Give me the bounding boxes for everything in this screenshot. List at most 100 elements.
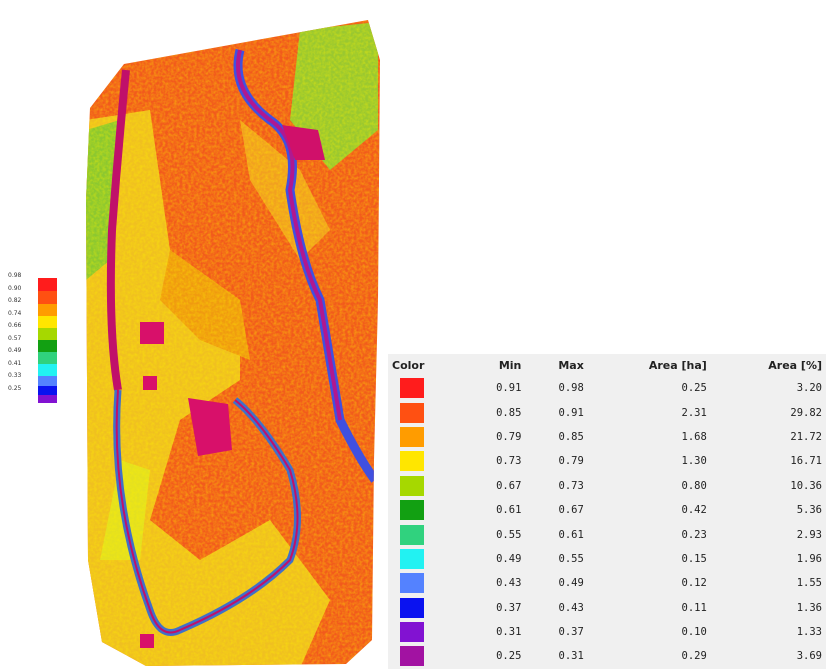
column-header: Max — [525, 354, 587, 376]
color-swatch — [400, 476, 424, 496]
cell-area-pct: 1.36 — [711, 596, 826, 620]
map-body — [80, 15, 386, 668]
cell-min: 0.67 — [463, 474, 525, 498]
legend-label: 0.49 — [8, 347, 21, 355]
color-cell — [388, 547, 463, 571]
cell-area-ha: 0.15 — [588, 547, 711, 571]
cell-max: 0.98 — [525, 376, 587, 400]
color-cell — [388, 522, 463, 546]
column-header: Area [%] — [711, 354, 826, 376]
color-cell — [388, 498, 463, 522]
cell-area-ha: 0.10 — [588, 620, 711, 644]
color-swatch — [400, 549, 424, 569]
color-swatch — [400, 598, 424, 618]
cell-max: 0.55 — [525, 547, 587, 571]
cell-area-pct: 3.69 — [711, 644, 826, 668]
cell-max: 0.91 — [525, 400, 587, 424]
cell-max: 0.73 — [525, 474, 587, 498]
cell-min: 0.55 — [463, 522, 525, 546]
legend-label: 0.33 — [8, 372, 21, 380]
color-cell — [388, 400, 463, 424]
color-swatch — [400, 378, 424, 398]
color-swatch — [400, 573, 424, 593]
cell-min: 0.79 — [463, 425, 525, 449]
cell-area-ha: 0.42 — [588, 498, 711, 522]
legend-bar — [38, 278, 57, 403]
color-cell — [388, 425, 463, 449]
column-header: Area [ha] — [588, 354, 711, 376]
cell-area-ha: 0.12 — [588, 571, 711, 595]
cell-min: 0.25 — [463, 644, 525, 668]
legend-label: 0.74 — [8, 310, 21, 318]
cell-area-pct: 29.82 — [711, 400, 826, 424]
cell-area-ha: 2.31 — [588, 400, 711, 424]
cell-area-pct: 1.96 — [711, 547, 826, 571]
cell-area-ha: 1.68 — [588, 425, 711, 449]
cell-max: 0.61 — [525, 522, 587, 546]
color-cell — [388, 474, 463, 498]
cell-area-pct: 2.93 — [711, 522, 826, 546]
column-header: Color — [388, 354, 463, 376]
cell-min: 0.49 — [463, 547, 525, 571]
legend-label: 0.66 — [8, 322, 21, 330]
cell-max: 0.85 — [525, 425, 587, 449]
color-cell — [388, 571, 463, 595]
cell-max: 0.31 — [525, 644, 587, 668]
legend-label: 0.82 — [8, 297, 21, 305]
cell-min: 0.31 — [463, 620, 525, 644]
page: Index map {"legend": {"ticks": ["0.98", … — [0, 0, 829, 668]
legend-label: 0.57 — [8, 335, 21, 343]
color-swatch — [400, 500, 424, 520]
cell-area-pct: 16.71 — [711, 449, 826, 473]
color-swatch — [400, 525, 424, 545]
cell-area-ha: 0.11 — [588, 596, 711, 620]
color-cell — [388, 596, 463, 620]
legend-label: 0.90 — [8, 285, 21, 293]
cell-min: 0.91 — [463, 376, 525, 400]
color-swatch — [400, 646, 424, 666]
cell-area-pct: 1.55 — [711, 571, 826, 595]
cell-min: 0.73 — [463, 449, 525, 473]
index-map — [0, 0, 386, 668]
cell-area-ha: 1.30 — [588, 449, 711, 473]
cell-min: 0.37 — [463, 596, 525, 620]
cell-max: 0.37 — [525, 620, 587, 644]
color-swatch — [400, 622, 424, 642]
color-cell — [388, 644, 463, 668]
color-swatch — [400, 403, 424, 423]
cell-area-pct: 21.72 — [711, 425, 826, 449]
legend-label: 0.98 — [8, 272, 21, 280]
color-cell — [388, 449, 463, 473]
legend-label: 0.41 — [8, 360, 21, 368]
cell-area-ha: 0.25 — [588, 376, 711, 400]
legend-label: 0.25 — [8, 385, 21, 393]
cell-area-pct: 5.36 — [711, 498, 826, 522]
cell-area-pct: 3.20 — [711, 376, 826, 400]
cell-min: 0.43 — [463, 571, 525, 595]
color-swatch — [400, 427, 424, 447]
color-cell — [388, 620, 463, 644]
cell-area-pct: 10.36 — [711, 474, 826, 498]
cell-max: 0.67 — [525, 498, 587, 522]
cell-max: 0.49 — [525, 571, 587, 595]
cell-min: 0.85 — [463, 400, 525, 424]
cell-area-ha: 0.23 — [588, 522, 711, 546]
color-swatch — [400, 451, 424, 471]
column-header: Min — [463, 354, 525, 376]
report: 0.98 0.90 0.82 0.74 0.66 0.57 0.49 0.41 0.33 0.25… — [0, 0, 829, 668]
color-cell — [388, 376, 463, 400]
cell-area-ha: 0.80 — [588, 474, 711, 498]
